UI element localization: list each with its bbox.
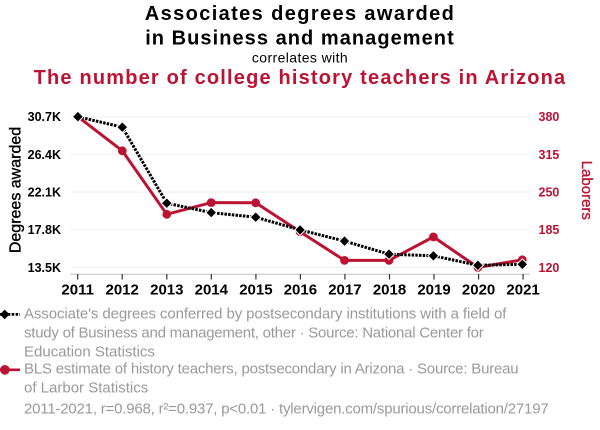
svg-text:2013: 2013	[150, 282, 183, 299]
svg-text:22.1K: 22.1K	[28, 186, 61, 200]
svg-text:30.7K: 30.7K	[28, 110, 61, 124]
svg-text:250: 250	[539, 186, 560, 200]
svg-text:17.8K: 17.8K	[28, 223, 61, 237]
svg-text:2016: 2016	[284, 282, 317, 299]
svg-text:380: 380	[539, 110, 560, 124]
svg-text:13.5K: 13.5K	[28, 261, 61, 275]
svg-text:Degrees awarded: Degrees awarded	[8, 127, 25, 253]
svg-text:26.4K: 26.4K	[28, 148, 61, 162]
svg-text:2014: 2014	[195, 282, 229, 299]
svg-text:185: 185	[539, 223, 560, 237]
svg-text:2017: 2017	[328, 282, 361, 299]
svg-text:2019: 2019	[417, 282, 450, 299]
svg-text:The number of college history: The number of college history teachers i…	[34, 67, 567, 89]
svg-text:of Larbor Statistics: of Larbor Statistics	[24, 380, 148, 397]
svg-text:correlates with: correlates with	[252, 50, 348, 66]
svg-text:Education Statistics: Education Statistics	[24, 344, 155, 361]
svg-text:Laborers: Laborers	[578, 161, 595, 220]
svg-text:2011: 2011	[61, 282, 94, 299]
svg-text:Associate's degrees conferred: Associate's degrees conferred by postsec…	[24, 306, 507, 323]
svg-text:120: 120	[539, 261, 560, 275]
svg-text:2021: 2021	[506, 282, 539, 299]
svg-text:2011-2021, r=0.968, r²=0.937,: 2011-2021, r=0.968, r²=0.937, p<0.01 · t…	[24, 401, 548, 418]
svg-text:study of Business and manageme: study of Business and management, other …	[24, 325, 484, 342]
svg-text:315: 315	[539, 148, 560, 162]
svg-text:Associates degrees awarded: Associates degrees awarded	[145, 3, 455, 25]
svg-text:BLS estimate of history teache: BLS estimate of history teachers, postse…	[24, 361, 518, 378]
svg-text:2012: 2012	[106, 282, 139, 299]
svg-text:2018: 2018	[373, 282, 406, 299]
svg-text:in Business and management: in Business and management	[145, 28, 455, 50]
svg-text:2015: 2015	[239, 282, 272, 299]
svg-text:2020: 2020	[462, 282, 495, 299]
